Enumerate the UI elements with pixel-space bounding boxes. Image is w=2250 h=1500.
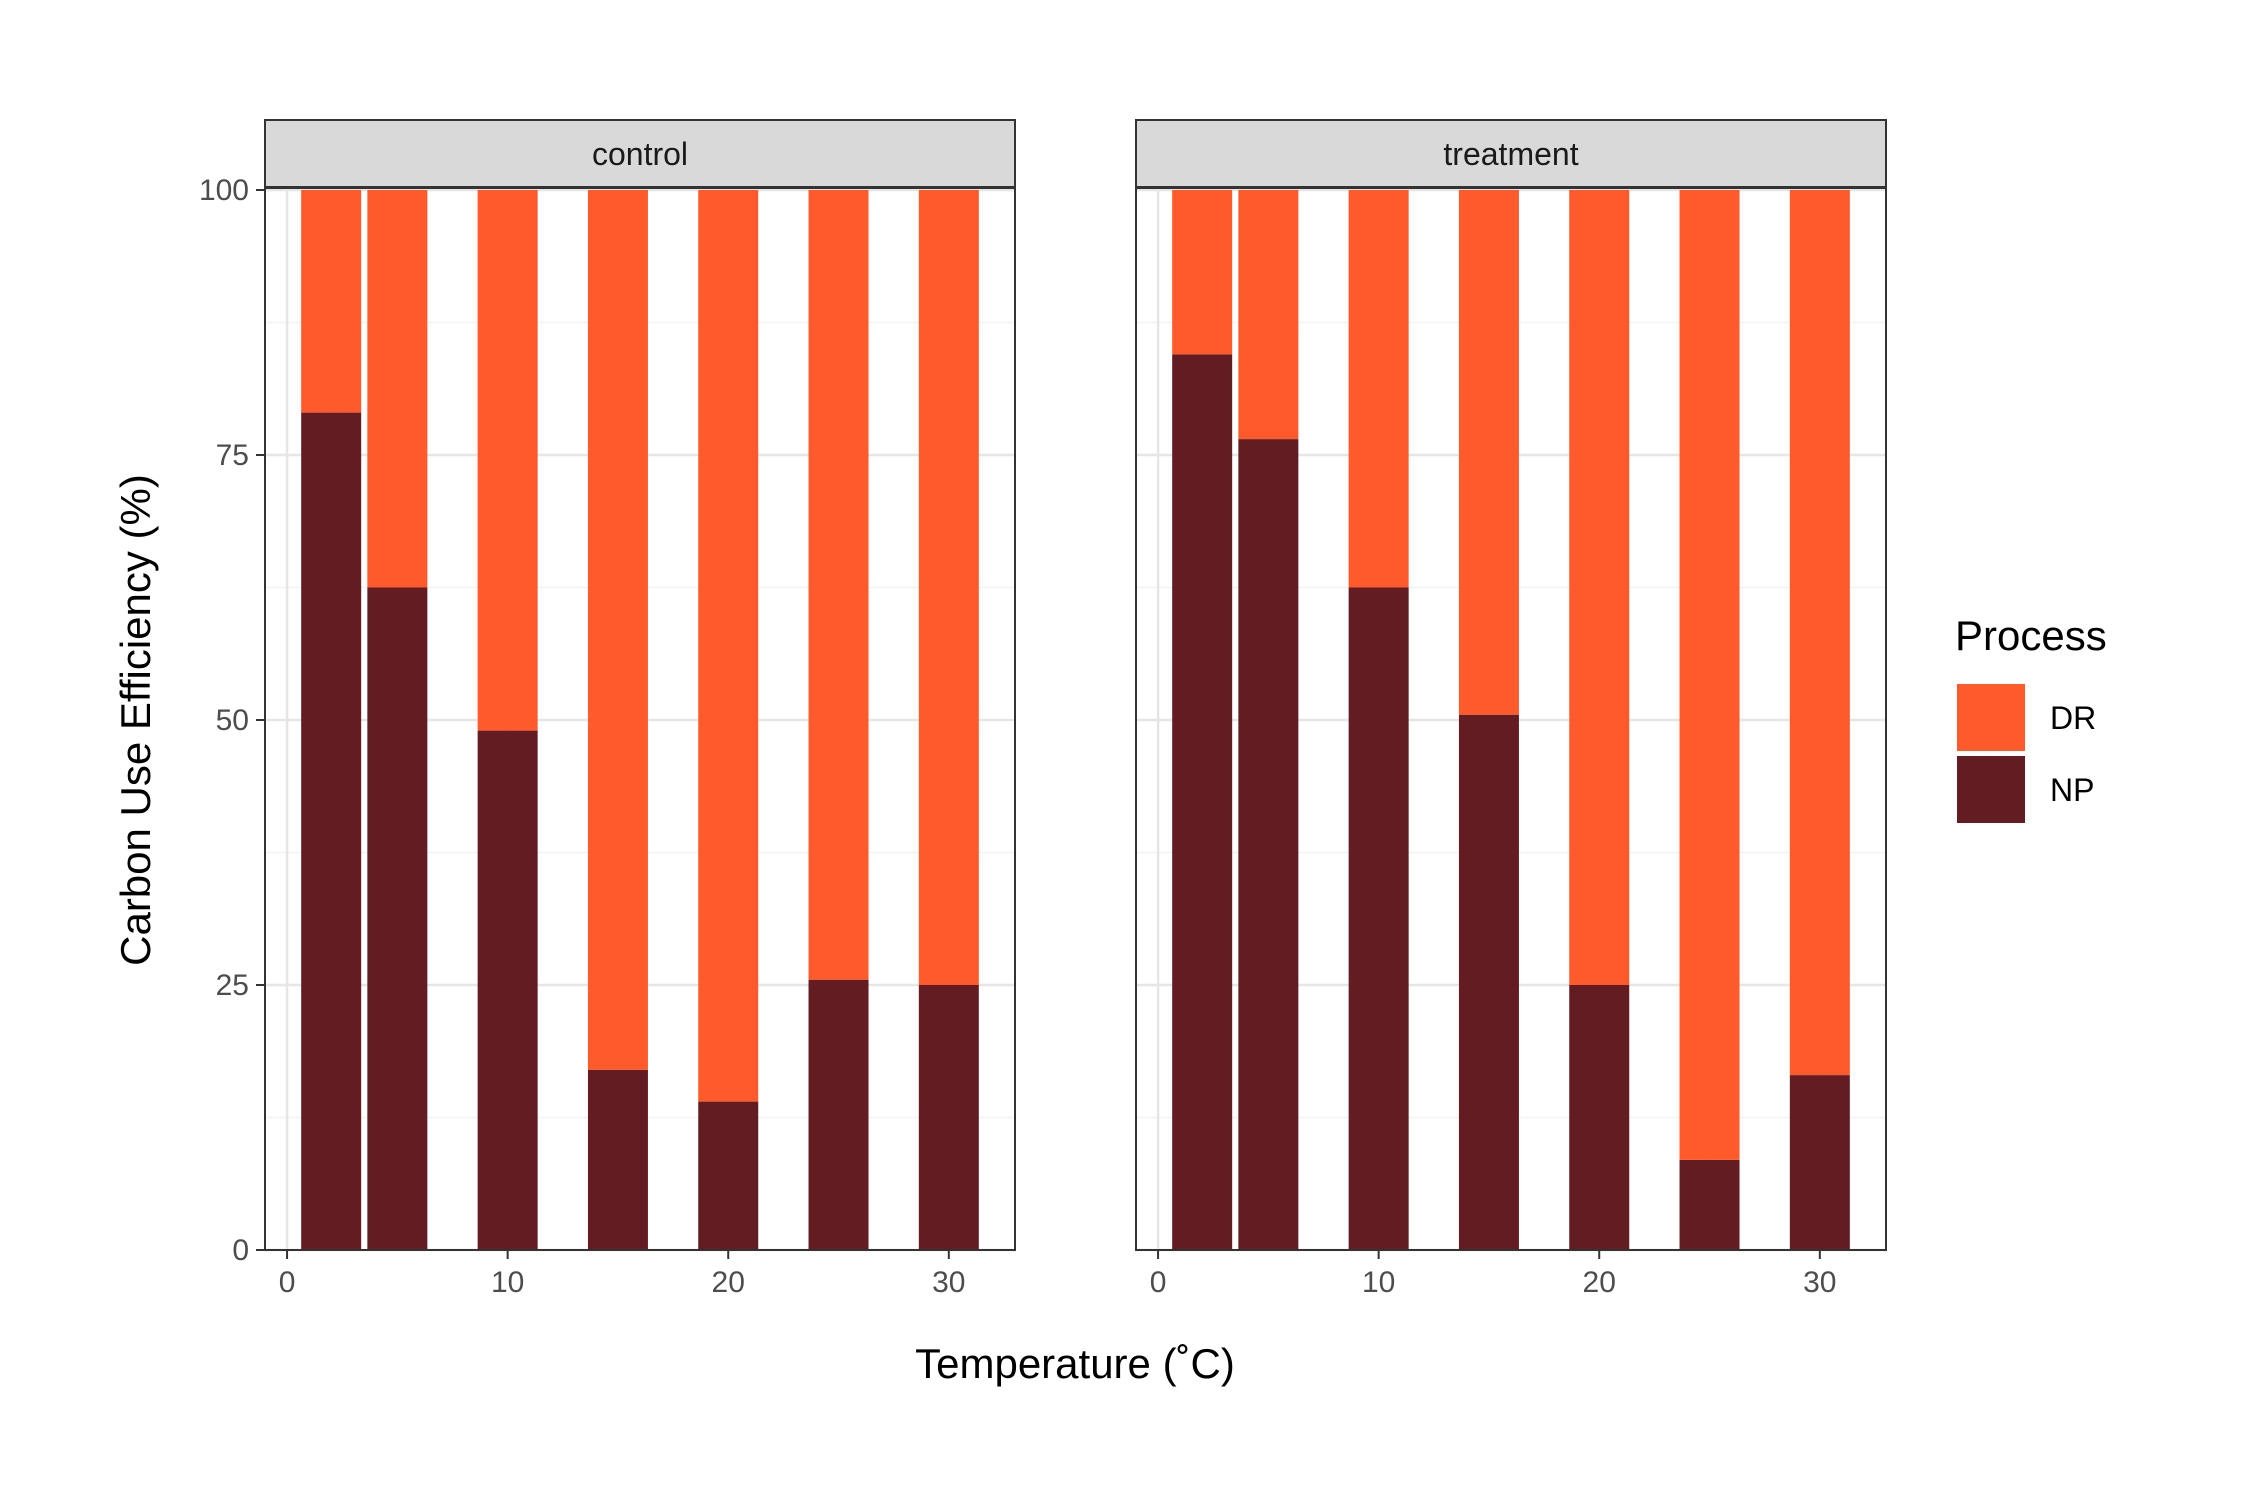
- y-tick-label: 0: [232, 1234, 249, 1267]
- bar-np-segment: [1679, 1159, 1740, 1250]
- x-tick-label: 0: [279, 1266, 296, 1299]
- x-tick-label: 30: [932, 1266, 965, 1299]
- bar-np-segment: [1172, 354, 1233, 1250]
- bar-dr-segment: [477, 190, 538, 731]
- bar-dr-segment: [1679, 190, 1740, 1160]
- x-axis-title: Temperature (˚C): [915, 1340, 1235, 1387]
- bar-dr-segment: [918, 190, 979, 985]
- facet-strip-label: control: [592, 136, 688, 172]
- facet-strip: [264, 119, 1016, 188]
- y-tick-label: 100: [199, 174, 249, 207]
- panel-border: [1135, 187, 1887, 1251]
- x-tick-label: 20: [712, 1266, 745, 1299]
- bar-dr-segment: [808, 190, 869, 980]
- y-axis-title: Carbon Use Efficiency (%): [112, 474, 159, 966]
- bar-dr-segment: [1172, 190, 1233, 355]
- bar-np-segment: [1348, 587, 1409, 1250]
- bar-np-segment: [808, 979, 869, 1250]
- x-tick-label: 20: [1583, 1266, 1616, 1299]
- bar-np-segment: [1458, 714, 1519, 1250]
- legend-label-np: NP: [2050, 772, 2094, 808]
- bar-dr-segment: [587, 190, 648, 1070]
- x-tick-label: 30: [1803, 1266, 1836, 1299]
- bar-dr-segment: [1458, 190, 1519, 715]
- bar-dr-segment: [1348, 190, 1409, 588]
- bar-np-segment: [477, 730, 538, 1250]
- legend-label-dr: DR: [2050, 700, 2096, 736]
- x-tick-label: 0: [1150, 1266, 1167, 1299]
- bar-dr-segment: [698, 190, 759, 1102]
- bar-dr-segment: [367, 190, 428, 588]
- y-tick-label: 50: [216, 704, 249, 737]
- x-tick-label: 10: [491, 1266, 524, 1299]
- facet-strip-label: treatment: [1443, 136, 1578, 172]
- bar-np-segment: [1789, 1075, 1850, 1250]
- bar-np-segment: [367, 587, 428, 1250]
- bar-np-segment: [1238, 439, 1299, 1251]
- legend-title: Process: [1955, 612, 2107, 659]
- x-tick-label: 10: [1362, 1266, 1395, 1299]
- bar-np-segment: [918, 985, 979, 1250]
- y-tick-label: 25: [216, 969, 249, 1002]
- legend-key-dr: [1957, 684, 2025, 751]
- bar-np-segment: [1569, 985, 1630, 1250]
- bar-dr-segment: [1569, 190, 1630, 985]
- bar-dr-segment: [1789, 190, 1850, 1076]
- bar-dr-segment: [1238, 190, 1299, 440]
- bar-dr-segment: [301, 190, 362, 413]
- legend-key-np: [1957, 756, 2025, 823]
- y-tick-label: 75: [216, 439, 249, 472]
- bar-np-segment: [587, 1069, 648, 1250]
- bar-np-segment: [698, 1101, 759, 1250]
- bar-np-segment: [301, 412, 362, 1251]
